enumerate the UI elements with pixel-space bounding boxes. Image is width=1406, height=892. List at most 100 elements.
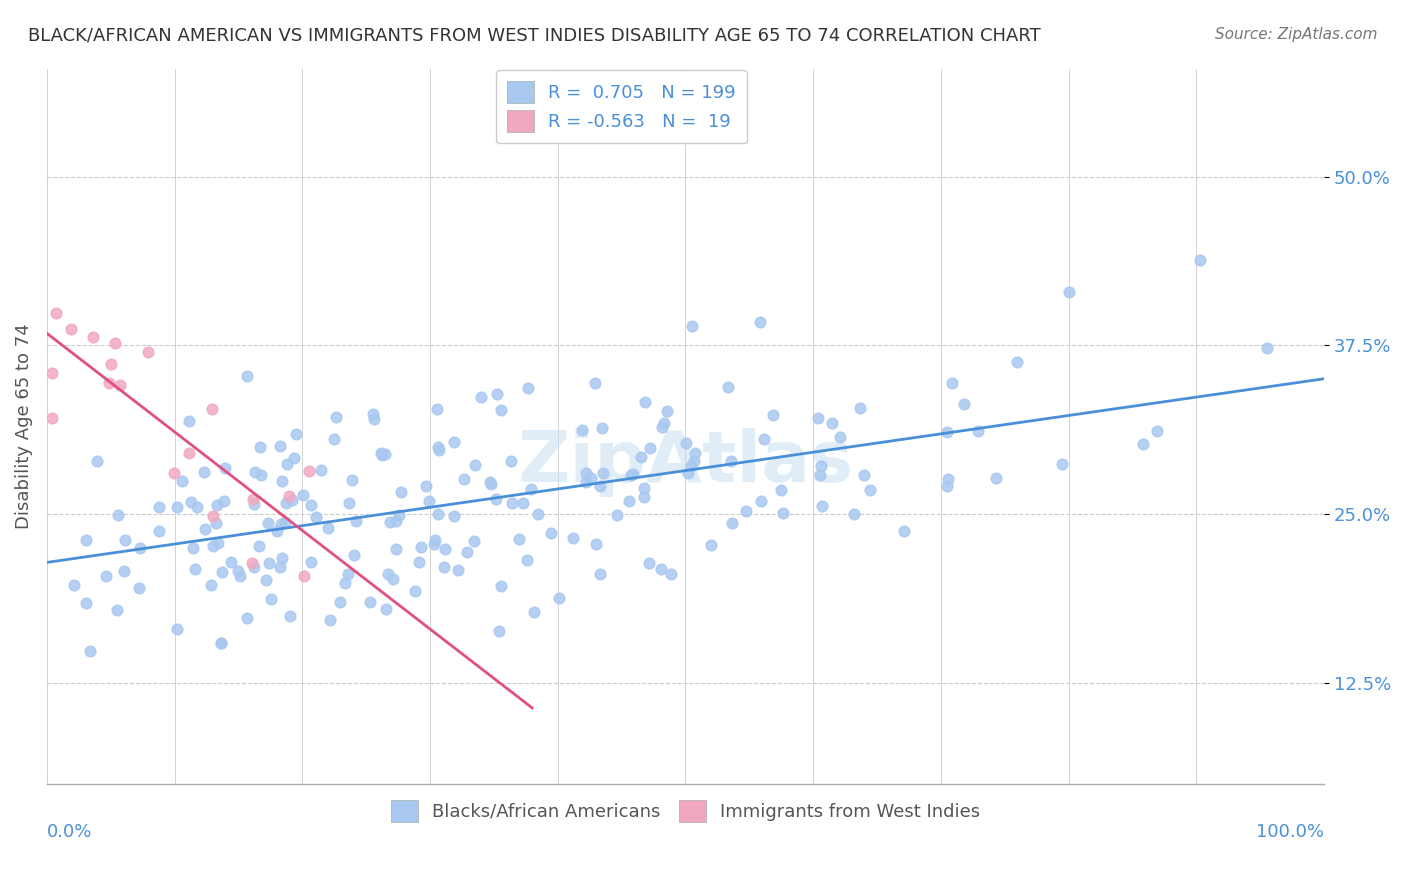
Point: [772, 506, 794, 520]
Point: [309, 463, 332, 477]
Point: [382, 572, 405, 586]
Point: [205, 498, 228, 512]
Point: [651, 420, 673, 434]
Point: [404, 583, 426, 598]
Point: [621, 467, 644, 482]
Point: [426, 507, 449, 521]
Point: [589, 479, 612, 493]
Point: [1256, 341, 1278, 355]
Point: [463, 534, 485, 549]
Point: [45, 306, 67, 320]
Point: [204, 516, 226, 530]
Point: [583, 376, 606, 390]
Point: [585, 537, 607, 551]
Point: [501, 454, 523, 468]
Point: [304, 510, 326, 524]
Point: [830, 429, 852, 443]
Point: [523, 605, 546, 619]
Y-axis label: Disability Age 65 to 74: Disability Age 65 to 74: [15, 324, 32, 529]
Point: [299, 555, 322, 569]
Point: [59, 322, 82, 336]
Point: [1132, 437, 1154, 451]
Point: [270, 517, 292, 532]
Point: [516, 381, 538, 395]
Point: [384, 514, 406, 528]
Point: [561, 531, 583, 545]
Point: [337, 496, 360, 510]
Point: [488, 624, 510, 638]
Point: [659, 567, 682, 582]
Point: [762, 409, 785, 423]
Point: [575, 467, 598, 481]
Point: [527, 507, 550, 521]
Point: [1188, 252, 1211, 267]
Point: [148, 500, 170, 515]
Point: [180, 495, 202, 509]
Point: [581, 471, 603, 485]
Point: [186, 500, 208, 514]
Point: [575, 475, 598, 489]
Point: [470, 391, 492, 405]
Point: [200, 578, 222, 592]
Point: [277, 489, 299, 503]
Point: [443, 508, 465, 523]
Point: [423, 537, 446, 551]
Point: [501, 496, 523, 510]
Point: [202, 508, 225, 523]
Point: [242, 559, 264, 574]
Point: [276, 495, 298, 509]
Point: [254, 573, 277, 587]
Point: [717, 380, 740, 394]
Point: [329, 595, 352, 609]
Point: [166, 622, 188, 636]
Point: [754, 432, 776, 446]
Point: [935, 425, 957, 439]
Point: [512, 496, 534, 510]
Point: [849, 401, 872, 416]
Point: [100, 357, 122, 371]
Point: [112, 564, 135, 578]
Point: [179, 446, 201, 460]
Point: [936, 472, 959, 486]
Point: [508, 532, 530, 546]
Point: [375, 602, 398, 616]
Point: [136, 344, 159, 359]
Point: [953, 397, 976, 411]
Point: [675, 436, 697, 450]
Point: [274, 515, 297, 529]
Point: [423, 533, 446, 548]
Point: [433, 560, 456, 574]
Point: [893, 524, 915, 538]
Point: [370, 446, 392, 460]
Point: [201, 402, 224, 417]
Point: [207, 536, 229, 550]
Point: [810, 458, 832, 473]
Point: [148, 524, 170, 538]
Point: [105, 603, 128, 617]
Point: [377, 567, 399, 582]
Point: [209, 636, 232, 650]
Point: [811, 499, 834, 513]
Point: [41, 366, 63, 380]
Point: [520, 483, 543, 497]
Point: [650, 562, 672, 576]
Point: [941, 376, 963, 391]
Point: [340, 473, 363, 487]
Point: [337, 566, 360, 581]
Point: [266, 524, 288, 538]
Point: [179, 414, 201, 428]
Point: [591, 421, 613, 435]
Point: [318, 613, 340, 627]
Point: [592, 467, 614, 481]
Point: [516, 553, 538, 567]
Point: [201, 539, 224, 553]
Point: [281, 493, 304, 508]
Point: [86, 454, 108, 468]
Point: [388, 508, 411, 522]
Point: [235, 611, 257, 625]
Point: [75, 533, 97, 548]
Text: 100.0%: 100.0%: [1256, 823, 1324, 841]
Point: [94, 569, 117, 583]
Point: [270, 551, 292, 566]
Point: [325, 410, 347, 425]
